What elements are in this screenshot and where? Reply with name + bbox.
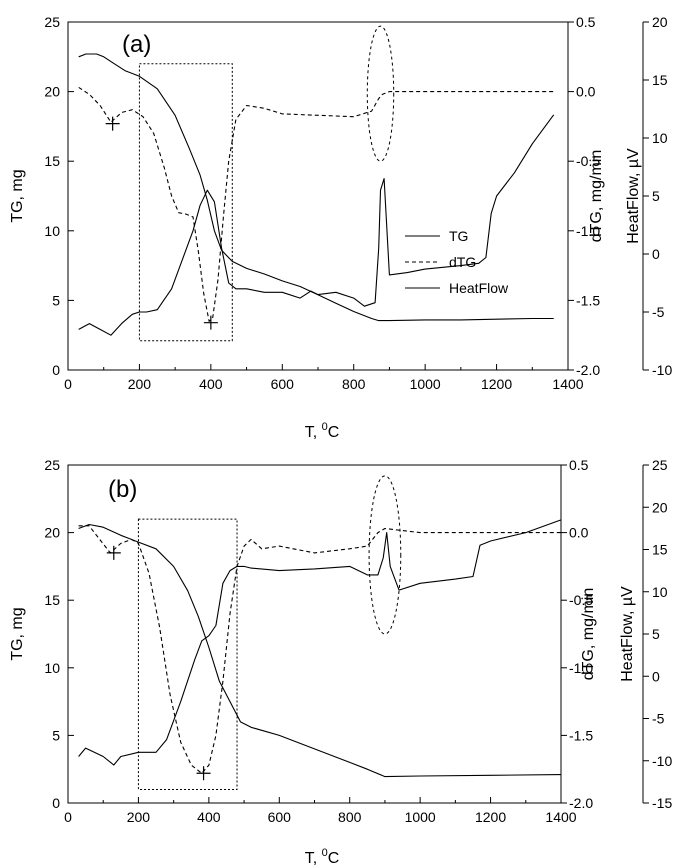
highlight-rectangle xyxy=(137,518,238,790)
y2-tick-label: -1.5 xyxy=(576,292,600,308)
y2-tick-label: 0.0 xyxy=(569,525,589,541)
y3-tick-label: -10 xyxy=(652,362,672,378)
y3-axis-label: HeatFlow, µV xyxy=(625,148,642,244)
x-tick-label: 0 xyxy=(64,809,72,825)
y2-tick-label: 0.5 xyxy=(576,14,596,30)
y2-tick-label: 0.0 xyxy=(576,84,596,100)
x-axis-label-part: C xyxy=(328,424,340,441)
series-line-dtg xyxy=(78,86,554,322)
x-tick-label: 1000 xyxy=(410,376,441,392)
y-tick-label: 5 xyxy=(52,292,60,308)
y-tick-label: 0 xyxy=(52,795,60,811)
x-tick-label: 1200 xyxy=(481,376,512,392)
y3-tick-label: -5 xyxy=(652,304,665,320)
y-tick-label: 0 xyxy=(52,362,60,378)
x-axis-label: T, 0C xyxy=(305,421,340,441)
x-axis-label: T, 0C xyxy=(305,847,340,867)
x-axis-label-superscript: 0 xyxy=(322,421,328,433)
panel-label: (a) xyxy=(122,31,151,58)
y-tick-label: 5 xyxy=(52,727,60,743)
y3-tick-label: -10 xyxy=(652,753,672,769)
x-tick-label: 600 xyxy=(271,376,295,392)
series-line-tg xyxy=(78,53,554,322)
y-tick-label: 15 xyxy=(44,592,60,608)
plot-frame-0 xyxy=(67,21,569,371)
x-tick-label: 1400 xyxy=(552,376,583,392)
y2-tick-label: -2.0 xyxy=(576,362,600,378)
y2-tick-label: -0.5 xyxy=(576,153,600,169)
cross-marker xyxy=(106,545,121,560)
y3-tick-label: 25 xyxy=(652,457,668,473)
x-axis-label-part: T, xyxy=(305,850,322,867)
y3-tick-label: 10 xyxy=(652,130,668,146)
series-line-heatflow xyxy=(78,114,555,336)
x-tick-label: 800 xyxy=(342,376,366,392)
y3-tick-label: 5 xyxy=(652,188,660,204)
legend-label: HeatFlow xyxy=(449,280,509,296)
legend-label: dTG xyxy=(449,254,476,270)
y3-tick-label: 15 xyxy=(652,72,668,88)
highlight-ellipse xyxy=(366,25,395,162)
y2-tick-label: -1.0 xyxy=(576,223,600,239)
series-line-heatflow xyxy=(78,519,562,766)
highlight-ellipse xyxy=(368,475,402,635)
y-tick-label: 10 xyxy=(44,223,60,239)
y-tick-label: 25 xyxy=(44,457,60,473)
series-line-tg xyxy=(78,523,562,778)
y3-tick-label: 5 xyxy=(652,626,660,642)
series-line-dtg xyxy=(78,525,561,774)
x-tick-label: 400 xyxy=(199,376,223,392)
y-tick-label: 10 xyxy=(44,660,60,676)
x-tick-label: 200 xyxy=(128,376,152,392)
y-tick-label: 25 xyxy=(44,14,60,30)
y3-tick-label: 0 xyxy=(652,668,660,684)
legend-label: TG xyxy=(449,228,468,244)
x-axis-label-part: T, xyxy=(305,424,322,441)
y-tick-label: 20 xyxy=(44,525,60,541)
highlight-rectangle xyxy=(138,63,233,342)
y3-axis-label: HeatFlow, µV xyxy=(619,586,636,682)
y2-tick-label: -0.5 xyxy=(569,592,593,608)
y2-tick-label: -1.5 xyxy=(569,727,593,743)
x-tick-label: 1400 xyxy=(545,809,576,825)
cross-marker xyxy=(196,766,211,781)
x-tick-label: 600 xyxy=(268,809,292,825)
y-tick-label: 15 xyxy=(44,153,60,169)
y-tick-label: 20 xyxy=(44,84,60,100)
y3-tick-label: 10 xyxy=(652,584,668,600)
y2-tick-label: -1.0 xyxy=(569,660,593,676)
y2-axis-label: dTG, mg/min xyxy=(580,588,597,680)
y-axis-label: TG, mg xyxy=(9,169,26,222)
cross-marker xyxy=(203,315,218,330)
x-axis-label-part: C xyxy=(328,850,340,867)
x-tick-label: 800 xyxy=(338,809,362,825)
y-axis-label: TG, mg xyxy=(9,607,26,660)
x-tick-label: 200 xyxy=(127,809,151,825)
y2-axis-label: dTG, mg/min xyxy=(588,150,605,242)
panel-label: (b) xyxy=(108,476,137,503)
y3-tick-label: 20 xyxy=(652,499,668,515)
x-tick-label: 0 xyxy=(64,376,72,392)
y3-tick-label: -15 xyxy=(652,795,672,811)
x-tick-label: 1200 xyxy=(475,809,506,825)
y3-tick-label: 0 xyxy=(652,246,660,262)
x-axis-label-superscript: 0 xyxy=(322,847,328,859)
x-tick-label: 1000 xyxy=(405,809,436,825)
y3-tick-label: 20 xyxy=(652,14,668,30)
y3-tick-label: -5 xyxy=(652,711,665,727)
x-tick-label: 400 xyxy=(197,809,221,825)
y2-tick-label: 0.5 xyxy=(569,457,589,473)
y3-tick-label: 15 xyxy=(652,542,668,558)
y2-tick-label: -2.0 xyxy=(569,795,593,811)
cross-marker xyxy=(105,116,120,131)
